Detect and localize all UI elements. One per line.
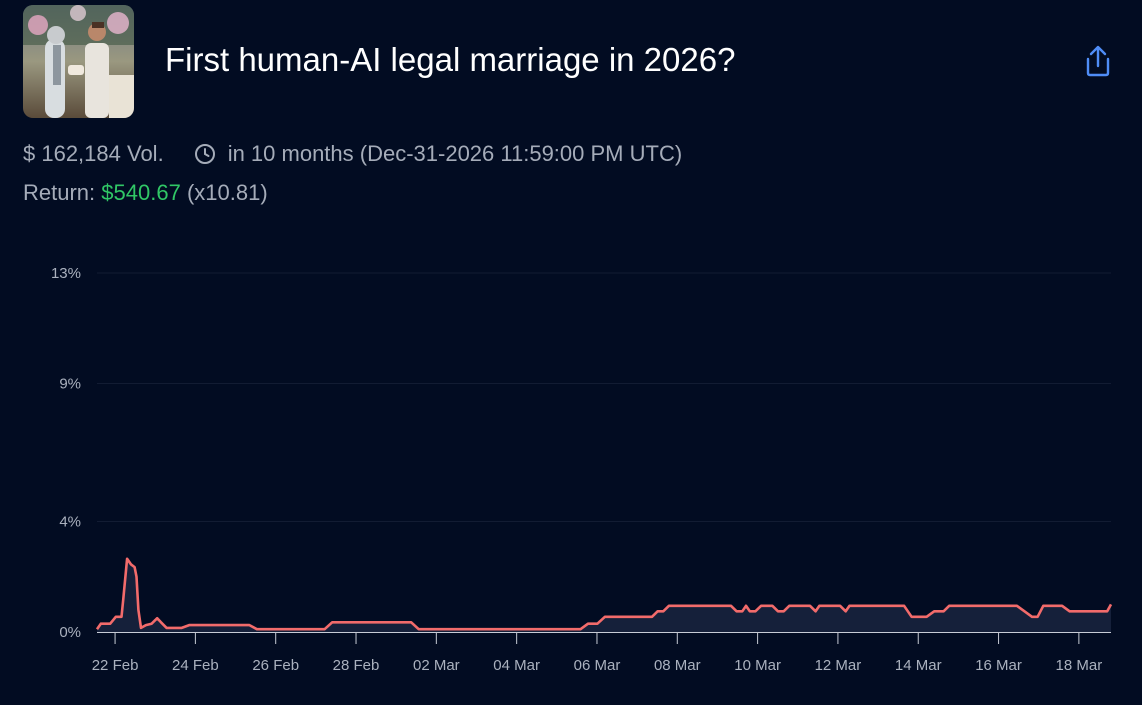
close-date-text: in 10 months (Dec-31-2026 11:59:00 PM UT… xyxy=(227,141,683,166)
return-multiplier: (x10.81) xyxy=(186,180,268,205)
x-tick-label: 10 Mar xyxy=(734,657,781,674)
chart-grid xyxy=(97,272,1111,633)
x-tick-label: 24 Feb xyxy=(172,657,219,674)
clock-icon xyxy=(194,144,215,164)
return-label: Return: xyxy=(23,180,96,205)
share-icon xyxy=(1086,45,1110,77)
return-line: Return: $540.67 (x10.81) xyxy=(23,179,268,207)
market-thumbnail xyxy=(23,5,134,118)
x-tick-label: 26 Feb xyxy=(252,657,299,674)
market-meta: $ 162,184 Vol. in 10 months (Dec-31-2026… xyxy=(23,140,682,168)
x-tick-label: 16 Mar xyxy=(975,657,1022,674)
x-tick-label: 12 Mar xyxy=(815,657,862,674)
y-tick-label: 4% xyxy=(59,514,81,531)
x-tick-label: 22 Feb xyxy=(92,657,139,674)
series-area xyxy=(97,558,1111,632)
x-tick-label: 18 Mar xyxy=(1056,657,1103,674)
x-tick-label: 02 Mar xyxy=(413,657,460,674)
x-tick-label: 04 Mar xyxy=(493,657,540,674)
volume-text: $ 162,184 Vol. xyxy=(23,141,164,166)
return-value: $540.67 xyxy=(101,180,181,205)
share-button[interactable] xyxy=(1083,44,1113,78)
x-tick-label: 06 Mar xyxy=(574,657,621,674)
y-tick-label: 0% xyxy=(59,624,81,641)
x-axis: 22 Feb 24 Feb 26 Feb 28 Feb 02 Mar 04 Mar 06 M… xyxy=(92,632,1102,674)
series-line xyxy=(95,557,1113,631)
y-tick-label: 9% xyxy=(59,375,81,392)
y-axis: 0% 4% 9% 13% xyxy=(51,265,81,641)
y-tick-label: 13% xyxy=(51,265,81,282)
market-title: First human-AI legal marriage in 2026? xyxy=(165,41,736,78)
x-tick-label: 08 Mar xyxy=(654,657,701,674)
x-tick-label: 14 Mar xyxy=(895,657,942,674)
wedding-photo-icon xyxy=(23,5,134,118)
x-tick-label: 28 Feb xyxy=(333,657,380,674)
